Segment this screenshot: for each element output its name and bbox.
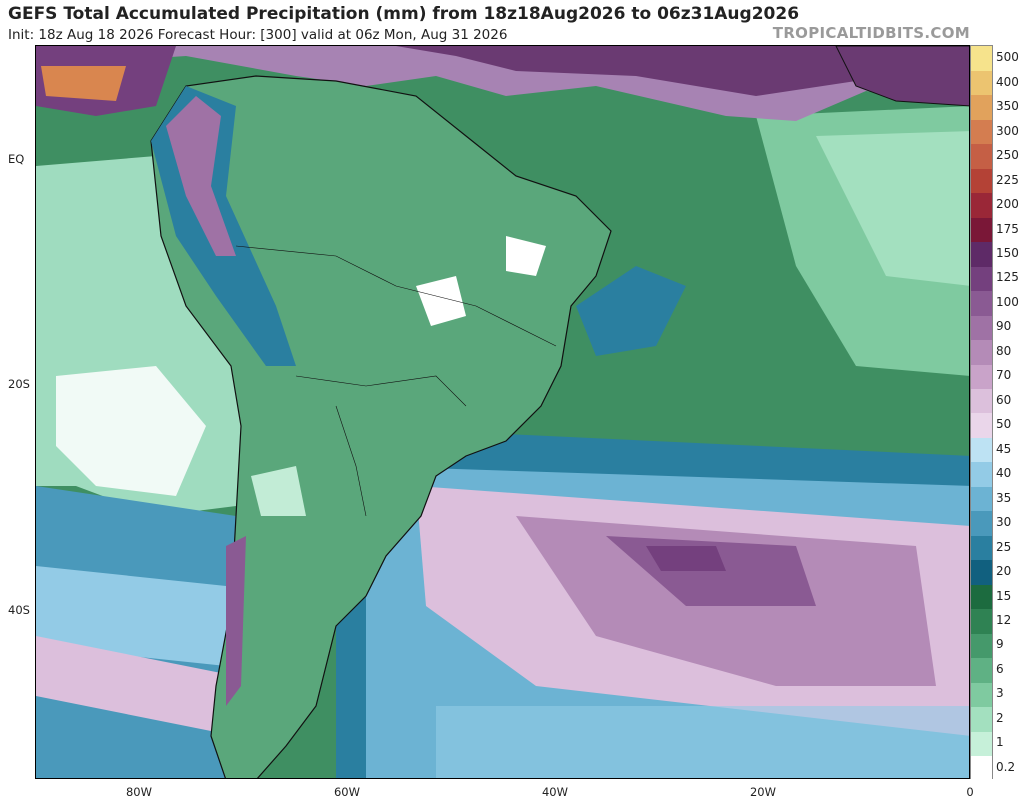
legend-swatch <box>971 46 992 71</box>
legend-swatch <box>971 510 992 536</box>
legend-swatch <box>971 364 992 390</box>
legend-swatch <box>971 413 992 438</box>
legend-swatch <box>971 266 992 292</box>
chart-title: GEFS Total Accumulated Precipitation (mm… <box>8 4 800 24</box>
heavy-orange-area <box>41 66 126 101</box>
legend-swatch <box>971 755 992 781</box>
legend-swatch <box>971 461 992 487</box>
legend-level-label: 225 <box>996 172 1019 187</box>
legend-level-label: 300 <box>996 123 1019 138</box>
precip-map <box>35 45 970 779</box>
southern-light-band <box>436 706 969 778</box>
legend-swatch <box>971 192 992 218</box>
legend-level-label: 175 <box>996 221 1019 236</box>
legend-swatch <box>971 437 992 463</box>
chart-subtitle: Init: 18z Aug 18 2026 Forecast Hour: [30… <box>8 27 508 43</box>
lon-tick-20w: 20W <box>749 785 777 799</box>
lat-tick-40s: 40S <box>8 603 30 617</box>
legend-swatch <box>971 168 992 194</box>
dry-interior-2 <box>506 236 546 276</box>
legend-level-label: 500 <box>996 50 1019 65</box>
legend-swatch <box>971 290 992 316</box>
legend-level-label: 200 <box>996 197 1019 212</box>
legend-swatch <box>971 70 992 96</box>
legend-swatch <box>971 315 992 341</box>
legend-level-label: 12 <box>996 612 1012 627</box>
legend-level-label: 45 <box>996 441 1012 456</box>
chile-coast-rain <box>226 536 246 706</box>
legend-level-label: 90 <box>996 319 1012 334</box>
legend-level-label: 3 <box>996 686 1004 701</box>
lon-tick-80w: 80W <box>125 785 153 799</box>
boundary-line-1 <box>235 245 557 347</box>
legend-level-label: 9 <box>996 637 1004 652</box>
legend-level-label: 70 <box>996 368 1012 383</box>
legend-swatch <box>971 143 992 169</box>
legend-swatch <box>971 633 992 659</box>
legend-swatch <box>971 559 992 585</box>
legend-level-label: 30 <box>996 515 1012 530</box>
africa-coast <box>835 46 969 107</box>
legend-level-label: 350 <box>996 99 1019 114</box>
legend-swatch <box>971 535 992 561</box>
legend-level-label: 2 <box>996 710 1004 725</box>
legend-swatch <box>971 706 992 732</box>
legend-swatch <box>971 584 992 610</box>
south-atlantic-max <box>646 546 726 571</box>
boundary-line-3 <box>335 405 367 517</box>
legend-level-label: 100 <box>996 294 1019 309</box>
legend-swatch <box>971 339 992 365</box>
legend-swatch <box>971 731 992 757</box>
legend-swatch <box>971 657 992 683</box>
brazil-coast-blue <box>576 266 686 356</box>
legend-level-label: 25 <box>996 539 1012 554</box>
legend-level-label: 1 <box>996 735 1004 750</box>
legend-level-label: 20 <box>996 564 1012 579</box>
legend-swatch <box>971 119 992 145</box>
lon-tick-40w: 40W <box>541 785 569 799</box>
legend-level-label: 40 <box>996 466 1012 481</box>
lon-tick-60w: 60W <box>333 785 361 799</box>
legend-swatch <box>971 217 992 243</box>
south-pacific-light-blue <box>36 566 226 666</box>
lon-tick-0: 0 <box>966 785 974 799</box>
east-atlantic-lighter <box>816 131 969 286</box>
legend-level-label: 400 <box>996 74 1019 89</box>
boundary-line-2 <box>295 375 467 407</box>
legend-level-label: 50 <box>996 417 1012 432</box>
legend-level-label: 60 <box>996 392 1012 407</box>
legend-swatch <box>971 608 992 634</box>
dry-interior-1 <box>416 276 466 326</box>
lat-tick-eq: EQ <box>8 152 25 166</box>
legend-swatch <box>971 388 992 414</box>
precip-legend <box>970 45 993 781</box>
andes-purple-strip <box>166 96 236 256</box>
brand-label: TROPICALTIDBITS.COM <box>772 24 970 42</box>
south-pacific-pink <box>36 636 236 736</box>
pacific-dry-area <box>56 366 206 496</box>
legend-level-label: 0.2 <box>996 759 1016 774</box>
lat-tick-20s: 20S <box>8 377 30 391</box>
legend-level-label: 80 <box>996 343 1012 358</box>
legend-swatch <box>971 241 992 267</box>
precip-map-canvas <box>36 46 969 778</box>
legend-level-label: 35 <box>996 490 1012 505</box>
legend-swatch <box>971 94 992 120</box>
itcz-core <box>396 46 969 96</box>
legend-level-label: 250 <box>996 148 1019 163</box>
dry-interior-3 <box>251 466 306 516</box>
legend-swatch <box>971 486 992 512</box>
legend-swatch <box>971 682 992 708</box>
legend-level-label: 15 <box>996 588 1012 603</box>
legend-level-label: 125 <box>996 270 1019 285</box>
legend-level-label: 150 <box>996 245 1019 260</box>
legend-level-label: 6 <box>996 661 1004 676</box>
